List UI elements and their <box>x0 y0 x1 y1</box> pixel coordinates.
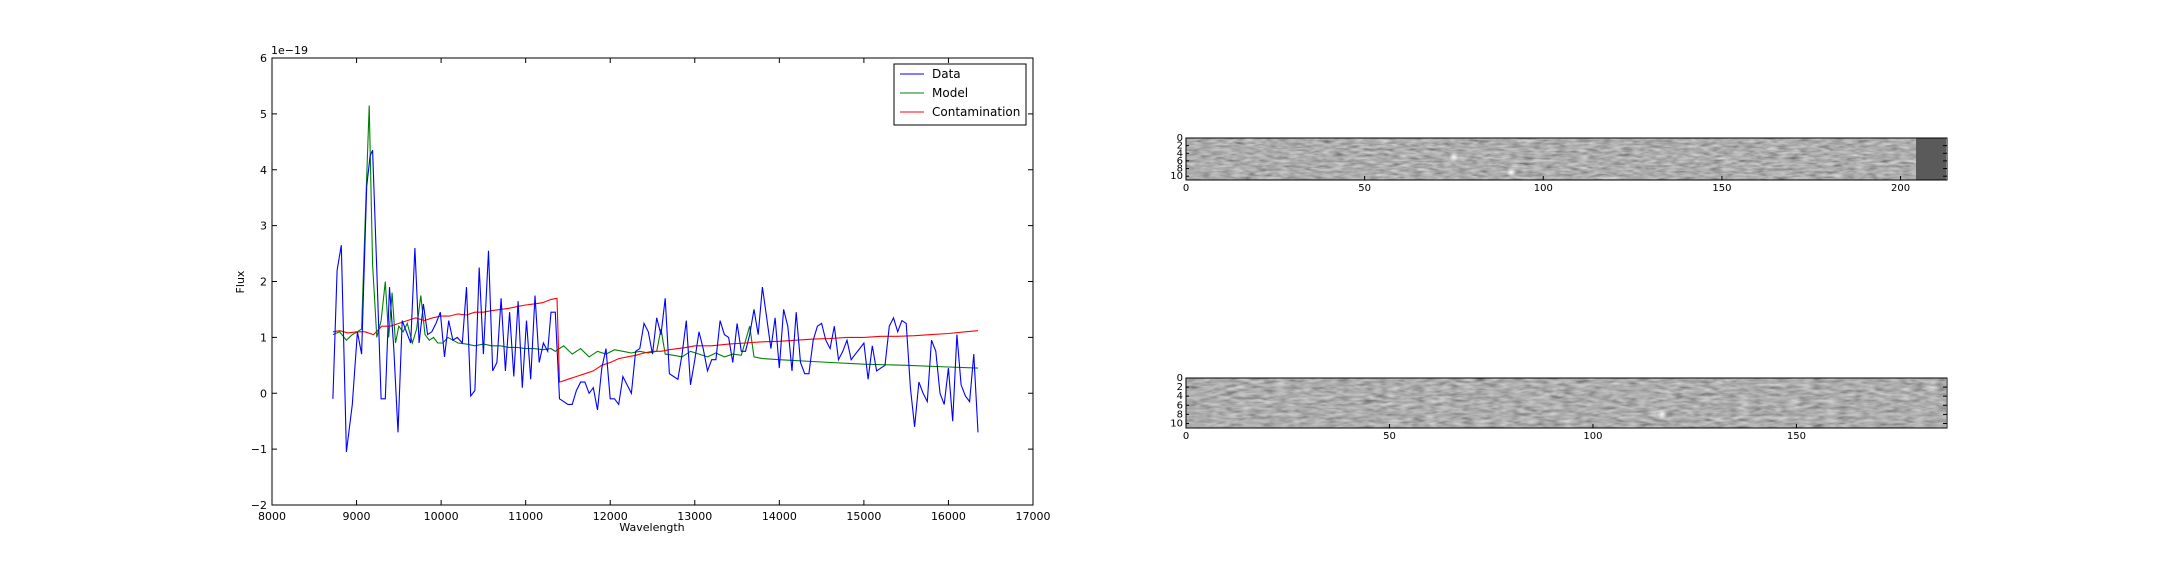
hm1-x-tick-label: 0 <box>1183 183 1189 194</box>
y-offset-text: 1e−19 <box>271 44 308 57</box>
y-tick-label: −2 <box>251 499 267 512</box>
hm2-y-tick-label: 4 <box>1177 391 1183 402</box>
heatmap-2-image <box>1186 378 1946 428</box>
y-tick-label: 5 <box>260 108 267 121</box>
series-line-data <box>332 149 979 452</box>
hm2-y-tick-label: 10 <box>1170 418 1183 429</box>
hm1-x-tick-label: 50 <box>1358 183 1371 194</box>
y-tick-label: −1 <box>251 443 267 456</box>
y-tick-label: 4 <box>260 164 267 177</box>
x-tick-label: 14000 <box>762 510 797 523</box>
hm1-x-tick-label: 200 <box>1891 183 1910 194</box>
y-tick-label: 0 <box>260 387 267 400</box>
hm1-y-tick-label: 10 <box>1170 171 1183 182</box>
hm1-y-tick-label: 4 <box>1177 148 1183 159</box>
y-tick-label: 6 <box>260 52 267 65</box>
x-tick-label: 12000 <box>593 510 628 523</box>
x-tick-label: 10000 <box>424 510 459 523</box>
series-line-model <box>332 105 979 369</box>
x-tick-label: 15000 <box>846 510 881 523</box>
hm1-y-tick-label: 8 <box>1177 164 1183 175</box>
legend-label-contamination: Contamination <box>932 105 1020 119</box>
heatmap-1-frame <box>1185 137 1948 181</box>
hm2-y-tick-label: 6 <box>1177 400 1183 411</box>
hm1-bright-spot <box>1506 167 1517 178</box>
series-line-contamination <box>332 297 979 383</box>
legend-label-data: Data <box>932 67 961 81</box>
x-tick-label: 17000 <box>1016 510 1051 523</box>
hm1-y-tick-label: 2 <box>1177 141 1183 152</box>
y-axis-label: Flux <box>234 270 247 293</box>
x-tick-label: 13000 <box>677 510 712 523</box>
legend: Data Model Contamination <box>893 63 1027 126</box>
heatmap-1-image <box>1186 138 1946 180</box>
x-tick-label: 11000 <box>508 510 543 523</box>
hm1-y-tick-label: 6 <box>1177 156 1183 167</box>
hm1-x-tick-label: 100 <box>1534 183 1553 194</box>
hm2-bright-spot <box>1657 409 1668 420</box>
heatmap-2-frame <box>1185 377 1948 429</box>
hm2-x-tick-label: 150 <box>1787 431 1806 442</box>
legend-label-model: Model <box>932 86 968 100</box>
x-tick-label: 8000 <box>258 510 286 523</box>
y-tick-label: 3 <box>260 220 267 233</box>
heatmap-1-edge-band <box>1916 138 1946 180</box>
hm1-bright-spot <box>1448 152 1459 163</box>
hm2-y-tick-label: 0 <box>1177 373 1183 384</box>
hm1-y-tick-label: 0 <box>1177 133 1183 144</box>
hm2-y-tick-label: 8 <box>1177 409 1183 420</box>
spectrum-axes-frame <box>271 57 1034 506</box>
spectrum-plot: 8000 9000 10000 11000 12000 13000 14000 15000 16… <box>234 44 1051 534</box>
y-tick-label: 2 <box>260 276 267 289</box>
hm2-y-tick-label: 2 <box>1177 382 1183 393</box>
hm2-x-tick-label: 0 <box>1183 431 1189 442</box>
hm2-x-tick-label: 50 <box>1383 431 1396 442</box>
hm2-x-tick-label: 100 <box>1583 431 1602 442</box>
x-tick-label: 9000 <box>343 510 371 523</box>
x-axis-label: Wavelength <box>619 521 684 534</box>
y-tick-label: 1 <box>260 331 267 344</box>
x-tick-label: 16000 <box>931 510 966 523</box>
hm1-x-tick-label: 150 <box>1712 183 1731 194</box>
